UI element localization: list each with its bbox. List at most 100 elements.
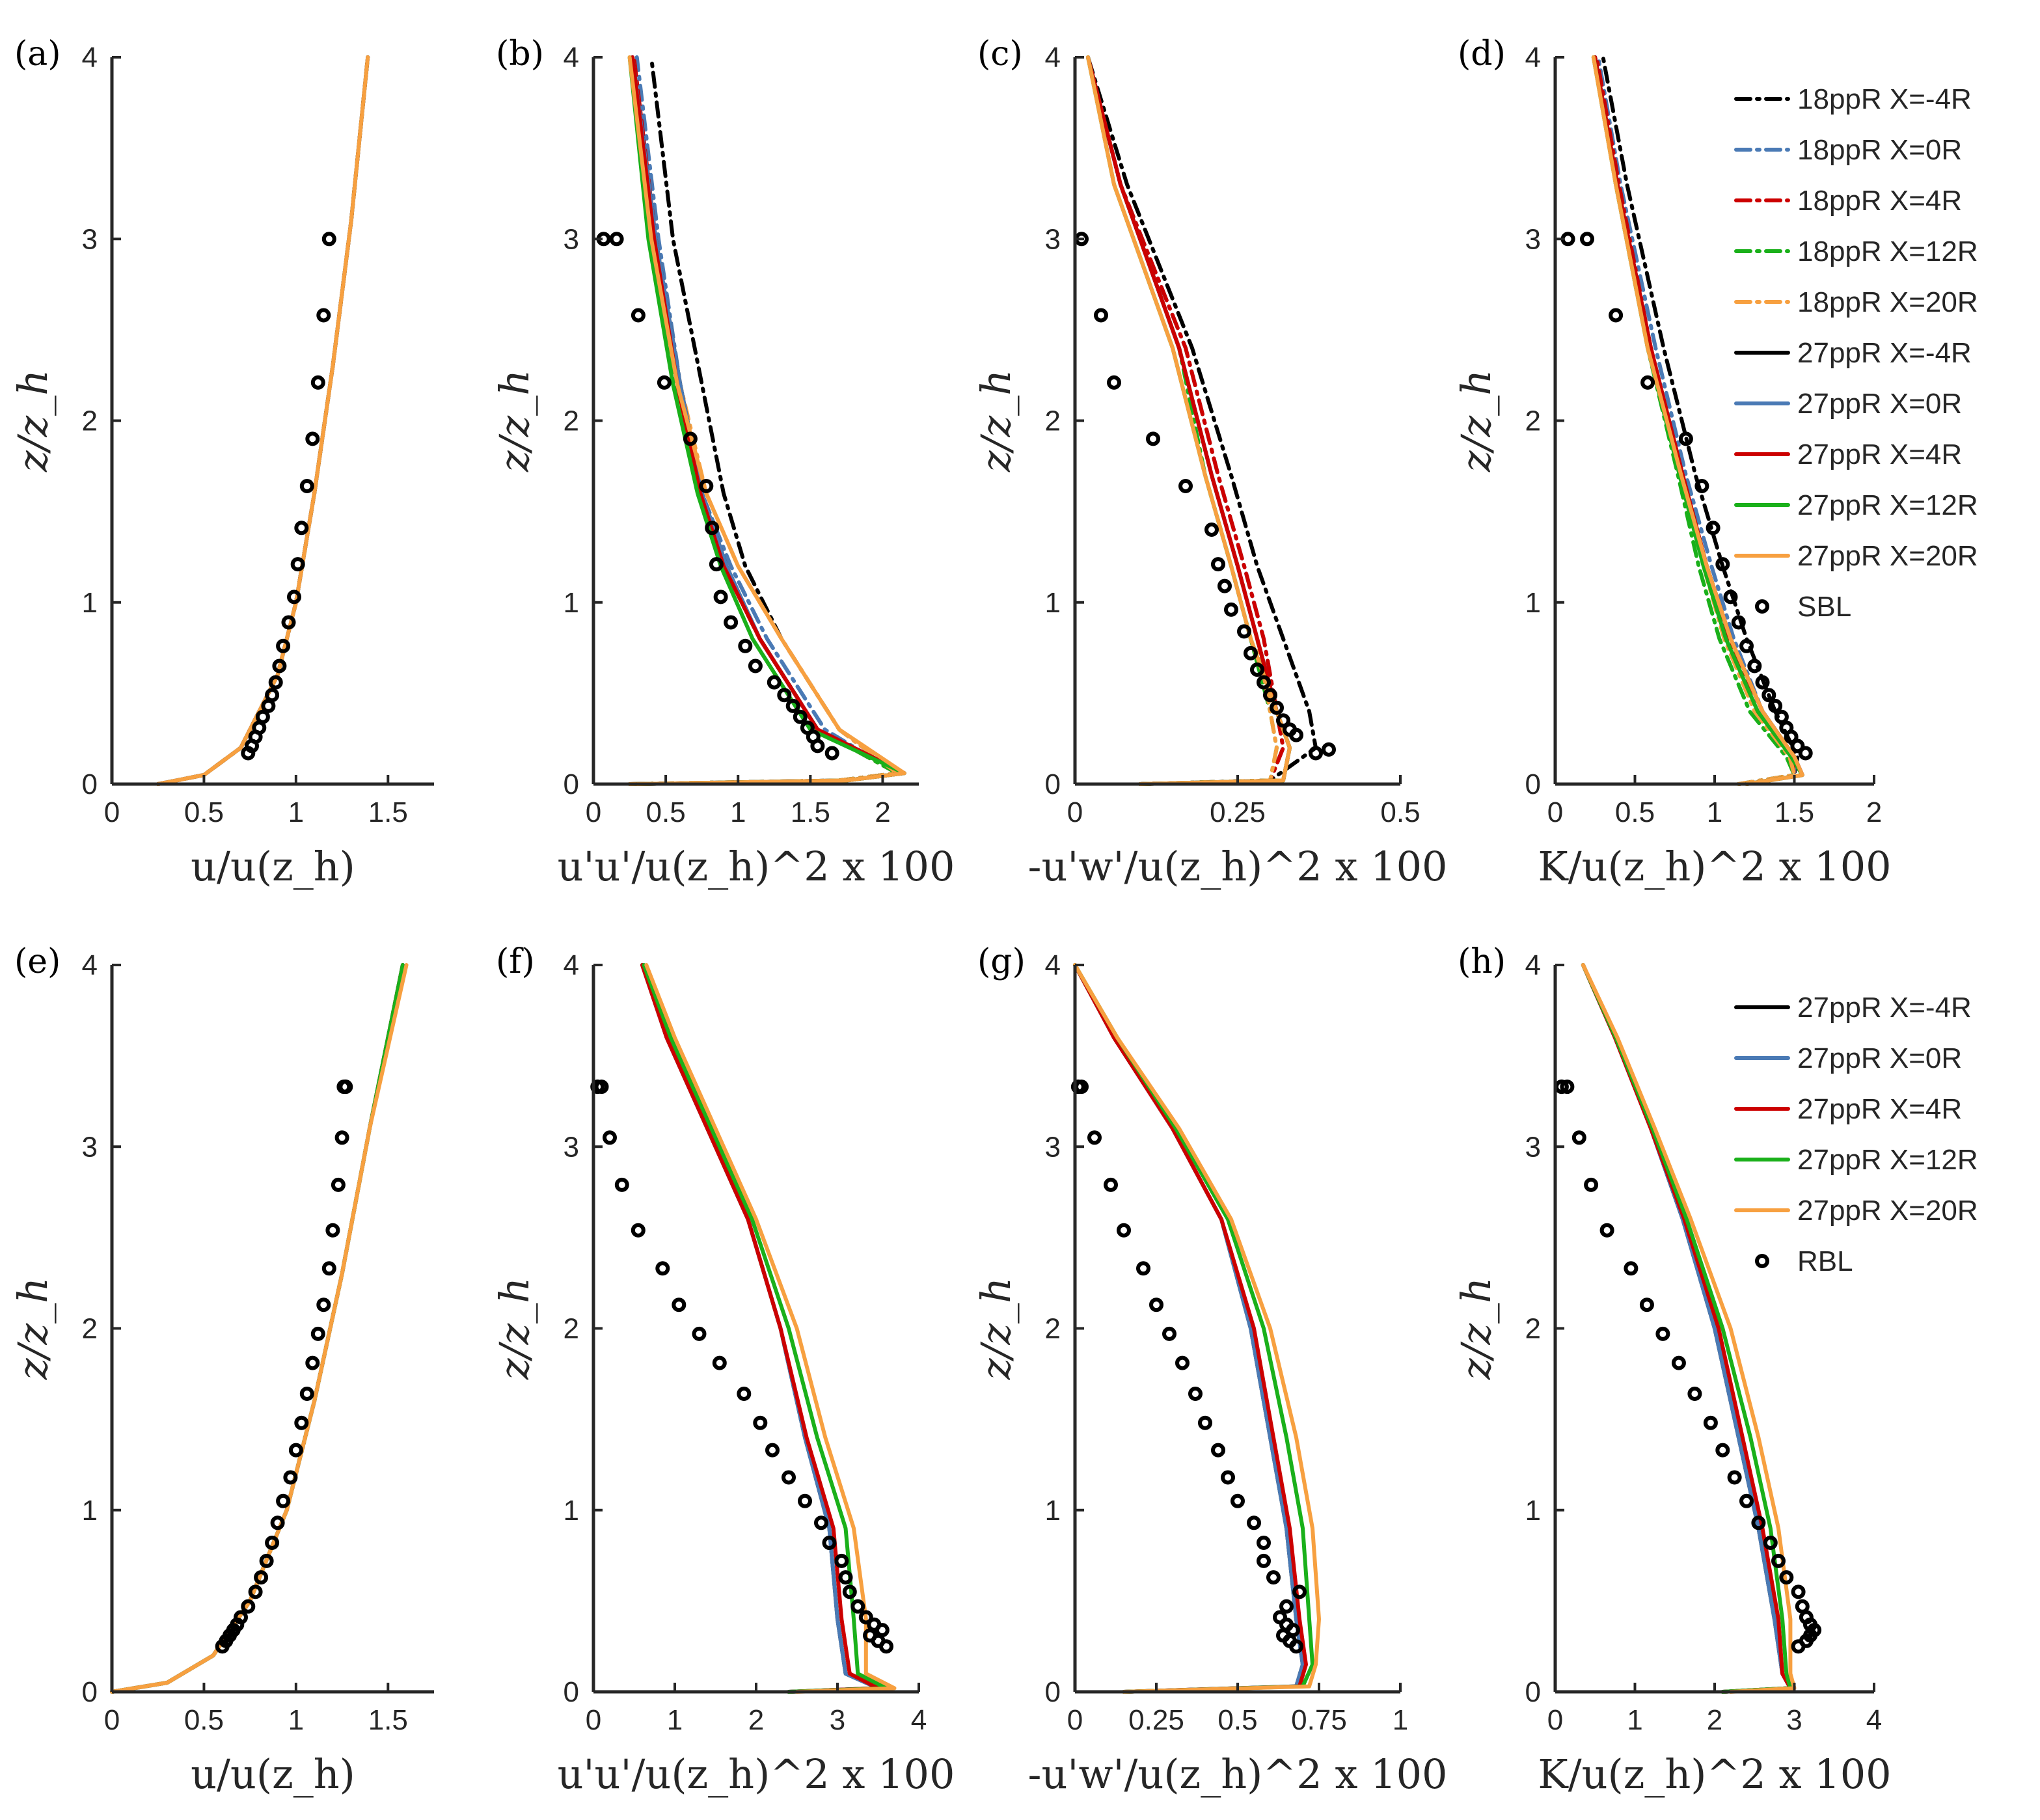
data-point [1279,1599,1294,1614]
data-point [692,1326,707,1341]
x-axis-label: -u'w'/u(z_h)^2 x 100 [1028,843,1448,890]
series-line-27ppr-x-4r [1593,55,1804,786]
legend-label: 18ppR X=-4R [1797,83,1972,115]
data-point [1560,1080,1575,1094]
series-line-27ppr-x-4r [156,55,370,786]
data-point [683,431,698,446]
legend-label: 27ppR X=-4R [1797,992,1972,1024]
y-axis-label: z/z_h [1452,370,1500,472]
x-axis-label: u/u(z_h) [191,843,355,890]
data-point [1799,1610,1814,1625]
y-tick-label: 0 [1045,768,1061,800]
legend-label: 27ppR X=4R [1797,439,1962,470]
series-group [627,55,906,786]
series-group [1073,963,1321,1694]
data-point [334,1130,349,1145]
panel-label: (f) [496,942,535,981]
series-line-18ppr-x-0r [1596,55,1797,786]
y-tick-label: 1 [564,587,579,619]
legend-marker [1755,599,1769,614]
panel-c: 0 0.25 0.5 0 1 2 3 4 z/z_h -u'w'/u(z_h)^2 x 100 (c… [972,34,1447,890]
data-point [1257,1536,1271,1550]
data-point [1188,1387,1203,1401]
x-tick-label: 4 [1866,1704,1882,1736]
series-line-18ppr-x-20r [156,55,370,786]
series-line-18ppr-x-20r [627,55,899,786]
series-group [156,55,370,786]
x-tick-label: 0.75 [1291,1704,1347,1736]
data-point [259,1553,274,1568]
legend-entry-18ppr-x-4r: 18ppR X=4R [1734,185,1962,217]
series-line-18ppr-x-4r [1086,55,1285,786]
y-axis-label: z/z_h [491,1277,538,1380]
x-tick-label: 1.5 [368,796,408,828]
series-line-27ppr-x-4r [631,55,906,786]
data-point [1755,675,1770,690]
y-tick-label: 1 [1045,1495,1061,1527]
series-line-27ppr-x-4r [1581,963,1793,1694]
data-point [798,1493,812,1508]
data-point [1244,645,1258,660]
legend-label: 18ppR X=20R [1797,286,1978,318]
data-point [631,1223,646,1238]
legend-label: 27ppR X=20R [1797,1195,1978,1227]
data-point [272,659,287,673]
data-point [294,521,309,536]
series-line-27ppr-x-12r [642,963,888,1694]
data-point [767,675,782,690]
data-point [838,1570,853,1585]
legend-entry-27ppr-x-4r: 27ppR X=-4R [1734,992,1972,1024]
series-line-27ppr-x-20r [1591,55,1804,786]
data-point [1107,375,1121,390]
data-point [1211,1443,1225,1458]
panel-label: (d) [1458,34,1506,74]
x-tick-label: 0 [1067,1704,1083,1736]
data-point [1640,375,1655,390]
legend-label: 27ppR X=4R [1797,1093,1962,1125]
legend-entry-27ppr-x-4r: 27ppR X=4R [1734,439,1962,470]
panel-label: (h) [1458,942,1506,981]
data-point [1292,1584,1307,1599]
data-point [614,1177,629,1192]
marker-group-rbl [590,1080,893,1654]
legend-marker [1755,1254,1769,1268]
legend-label: SBL [1797,591,1851,623]
x-axis-label: -u'w'/u(z_h)^2 x 100 [1028,1750,1448,1798]
legend-label: 27ppR X=-4R [1797,337,1972,369]
y-tick-label: 3 [1525,223,1541,255]
legend-entry-27ppr-x-4r: 27ppR X=-4R [1734,337,1972,369]
data-point [310,375,325,390]
data-point [858,1610,873,1625]
data-point [1149,1297,1163,1312]
y-tick-label: 1 [82,587,98,619]
data-point [265,1536,280,1550]
legend-entry-27ppr-x-4r: 27ppR X=4R [1734,1093,1962,1125]
x-tick-label: 0 [1067,796,1083,828]
data-point [268,675,283,690]
data-point [1694,479,1709,493]
data-point [234,1610,248,1625]
data-point [287,590,301,604]
data-point [331,1177,346,1192]
y-axis-label: z/z_h [9,370,57,472]
x-tick-label: 0 [586,1704,601,1736]
legend-entry-18ppr-x-0r: 18ppR X=0R [1734,134,1962,166]
data-point [1599,1223,1614,1238]
legend-entry-27ppr-x-0r: 27ppR X=0R [1734,1042,1962,1074]
x-tick-label: 0.5 [1615,796,1655,828]
data-point [1217,578,1232,593]
data-point [705,521,720,536]
data-point [281,615,296,630]
x-tick-label: 0 [104,796,120,828]
data-point [850,1599,865,1614]
data-point [657,375,672,390]
series-line-18ppr-x-4r [1086,55,1318,786]
data-point [1263,688,1277,703]
data-point [1071,1080,1085,1094]
marker-group-sbl [596,232,839,761]
marker-group-rbl [1071,1080,1307,1654]
panel-f: 0 1 2 3 4 0 1 2 3 4 z/z_h u'u'/u(z_h)^2 x 100 (f) [491,942,955,1798]
data-point [1178,479,1193,493]
data-point [1117,1223,1131,1238]
series-group [640,963,897,1694]
